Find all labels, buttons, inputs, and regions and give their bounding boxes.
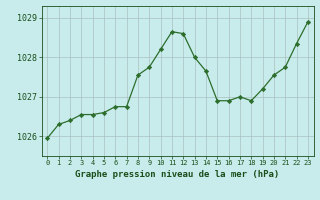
X-axis label: Graphe pression niveau de la mer (hPa): Graphe pression niveau de la mer (hPa) bbox=[76, 170, 280, 179]
